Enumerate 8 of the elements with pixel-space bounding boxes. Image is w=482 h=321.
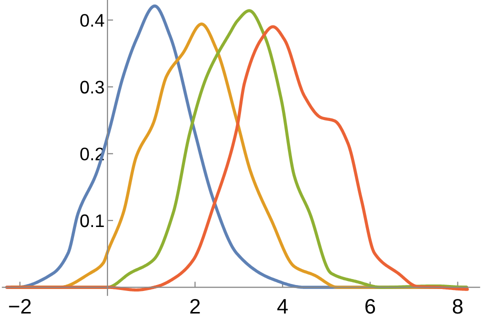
x-tick-label: 8 [452, 298, 463, 314]
x-tick-label: 2 [190, 298, 200, 314]
x-tick-label: 4 [277, 299, 288, 314]
y-tick-label: 0.1 [80, 214, 104, 228]
y-tick-label: 0.3 [80, 80, 104, 94]
x-tick-label: −2 [9, 298, 31, 314]
y-tick-label: 0.4 [80, 14, 104, 27]
x-tick-label: 6 [365, 298, 376, 314]
